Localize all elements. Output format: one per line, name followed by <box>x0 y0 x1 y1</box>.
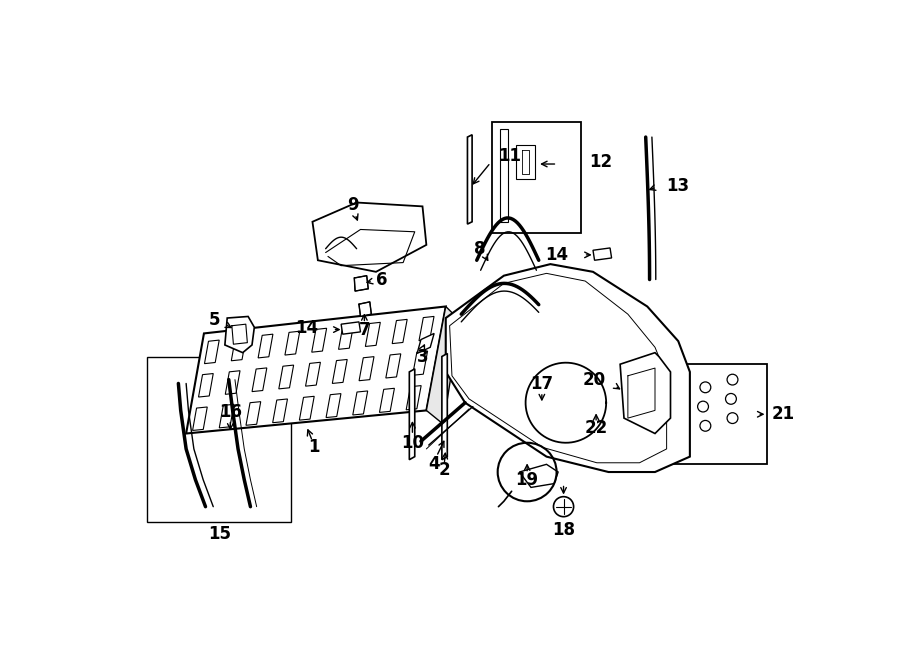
Polygon shape <box>593 248 612 260</box>
Bar <box>492 122 581 233</box>
Text: 13: 13 <box>667 176 689 194</box>
Text: 9: 9 <box>346 196 358 214</box>
Text: 20: 20 <box>583 371 607 389</box>
Polygon shape <box>467 135 472 224</box>
Bar <box>148 356 291 522</box>
Polygon shape <box>312 202 427 272</box>
Text: 21: 21 <box>771 405 795 423</box>
Polygon shape <box>410 369 415 459</box>
Text: 7: 7 <box>358 321 370 339</box>
Text: 12: 12 <box>590 153 612 171</box>
Text: 8: 8 <box>474 240 486 258</box>
Polygon shape <box>446 264 690 472</box>
Polygon shape <box>341 322 361 334</box>
Polygon shape <box>359 302 372 317</box>
Text: 3: 3 <box>417 348 428 366</box>
Text: 17: 17 <box>530 375 554 393</box>
Text: 10: 10 <box>400 434 424 451</box>
Bar <box>674 364 768 464</box>
Text: 5: 5 <box>209 311 220 329</box>
Polygon shape <box>355 276 368 291</box>
Text: 22: 22 <box>584 419 608 437</box>
Text: 14: 14 <box>545 246 568 264</box>
Polygon shape <box>427 307 460 424</box>
Polygon shape <box>225 317 255 353</box>
Polygon shape <box>519 464 558 487</box>
Polygon shape <box>526 363 607 443</box>
Polygon shape <box>535 398 551 414</box>
Text: 2: 2 <box>438 461 450 479</box>
Text: 11: 11 <box>499 147 521 165</box>
Text: 1: 1 <box>308 438 320 456</box>
Polygon shape <box>590 400 605 415</box>
Polygon shape <box>417 333 434 354</box>
Polygon shape <box>442 354 447 459</box>
Text: 4: 4 <box>428 455 440 473</box>
Text: 15: 15 <box>208 525 231 543</box>
Text: 18: 18 <box>552 521 575 539</box>
Text: 16: 16 <box>219 403 242 421</box>
Text: 19: 19 <box>516 471 539 488</box>
Polygon shape <box>186 307 446 434</box>
Text: 6: 6 <box>376 270 388 288</box>
Text: 14: 14 <box>295 319 318 337</box>
Polygon shape <box>620 353 670 434</box>
